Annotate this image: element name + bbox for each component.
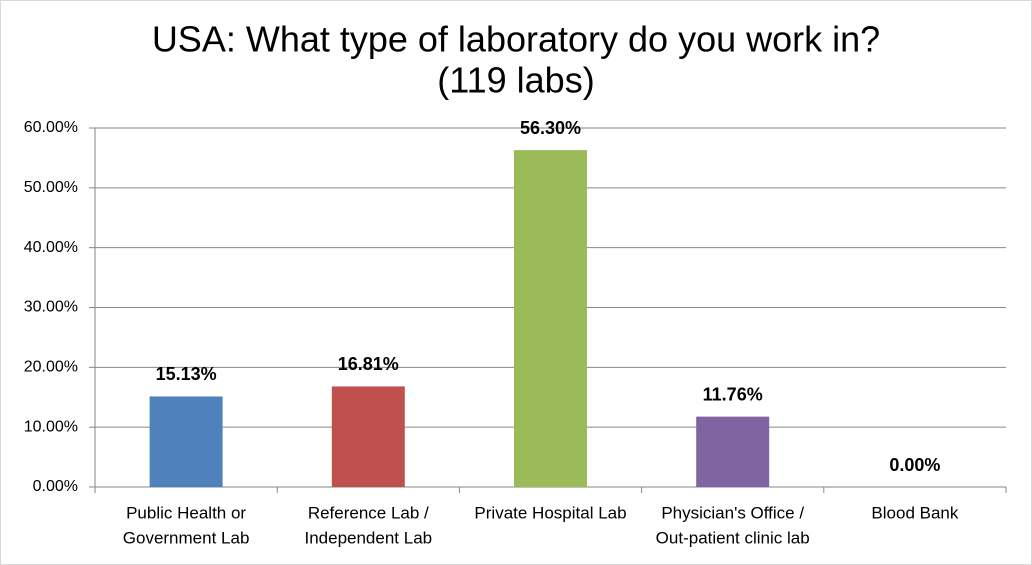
value-label: 0.00% [889, 455, 940, 475]
x-tick-label: Government Lab [123, 528, 250, 547]
bar [514, 150, 587, 487]
value-label: 56.30% [520, 118, 581, 138]
x-tick-label: Independent Lab [304, 528, 432, 547]
y-tick-label: 60.00% [24, 119, 78, 136]
y-tick-label: 40.00% [24, 239, 78, 256]
value-label: 16.81% [338, 354, 399, 374]
chart-title: (119 labs) [437, 60, 594, 101]
value-label: 15.13% [156, 364, 217, 384]
y-tick-label: 30.00% [24, 299, 78, 316]
x-tick-label: Reference Lab / [308, 503, 429, 522]
x-tick-label: Physician's Office / [661, 503, 804, 522]
y-tick-label: 0.00% [33, 478, 78, 495]
x-tick-label: Blood Bank [871, 503, 958, 522]
y-tick-label: 20.00% [24, 359, 78, 376]
x-tick-label: Public Health or [126, 503, 246, 522]
bar [149, 396, 223, 487]
x-tick-label: Out-patient clinic lab [656, 528, 810, 547]
chart-title: USA: What type of laboratory do you work… [152, 19, 880, 60]
x-tick-label: Private Hospital Lab [474, 503, 626, 522]
bar [331, 386, 405, 487]
y-tick-label: 10.00% [24, 418, 78, 435]
y-tick-label: 50.00% [24, 179, 78, 196]
value-label: 11.76% [703, 384, 763, 404]
bar [696, 416, 770, 487]
